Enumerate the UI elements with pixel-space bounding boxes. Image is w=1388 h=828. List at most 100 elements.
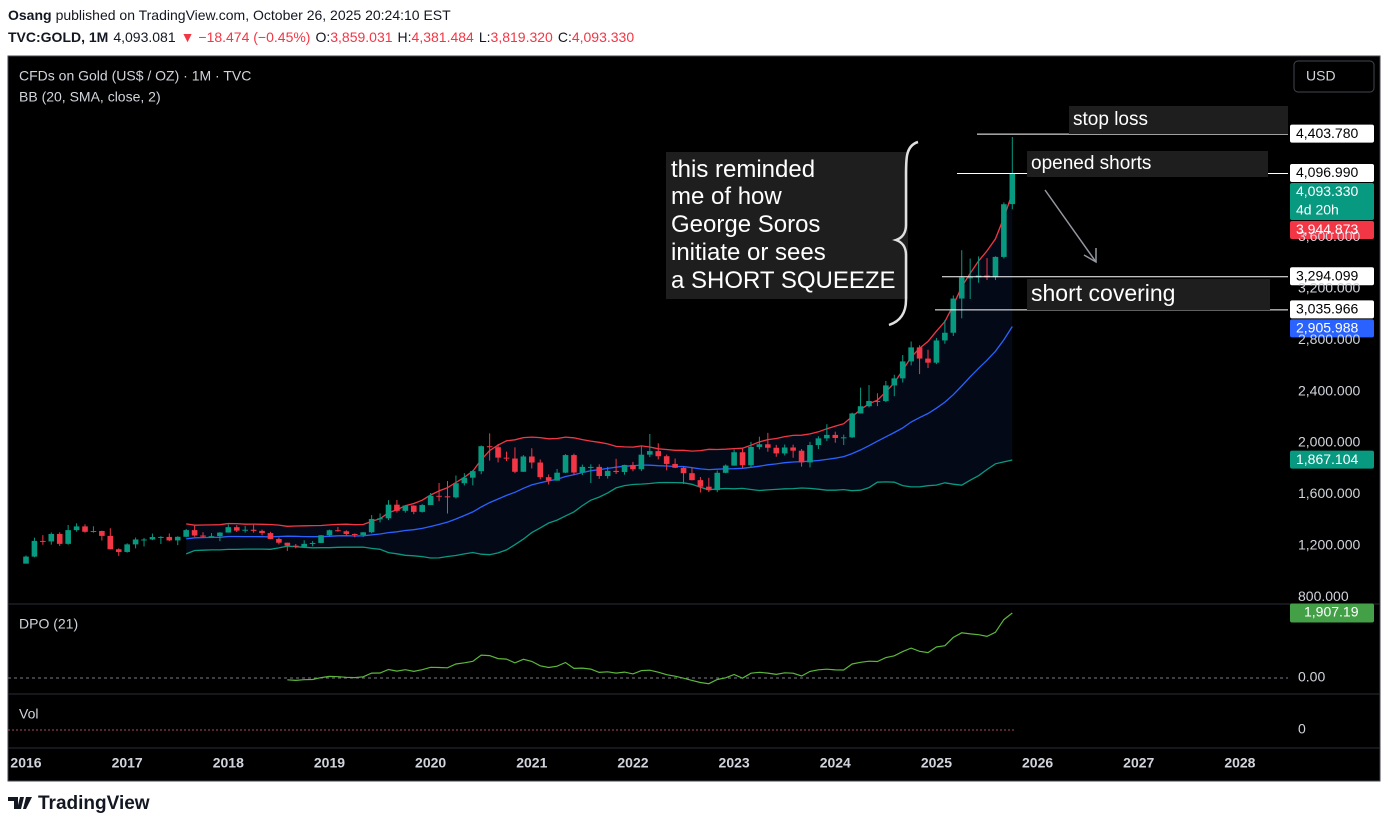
logo-mark (8, 797, 32, 809)
candle-body (166, 536, 173, 541)
candle-body (208, 536, 215, 538)
candle-body (149, 537, 156, 540)
candle-body (73, 526, 80, 531)
candle-body (318, 535, 324, 543)
x-tick-label: 2028 (1224, 755, 1255, 771)
candle-body (655, 451, 662, 457)
candle-body (773, 447, 780, 454)
publisher: Osang (8, 7, 52, 23)
candle-body (427, 495, 434, 506)
candle-body (781, 447, 788, 454)
arrow (1044, 189, 1097, 263)
x-tick-label: 2020 (415, 755, 446, 771)
candle-body (115, 549, 122, 552)
bb-upper (186, 192, 1013, 527)
candle-body (630, 464, 636, 470)
candle-body (562, 455, 569, 473)
candle-body (360, 532, 366, 535)
candle-body (731, 452, 737, 466)
price-label-bg (1290, 300, 1374, 319)
candle-body (486, 446, 493, 448)
annotation-box (1069, 106, 1288, 134)
candle-body (992, 256, 999, 278)
x-tick-label: 2016 (10, 755, 41, 771)
candle-body (571, 455, 577, 473)
candle-body (124, 544, 130, 552)
price-label: 3,035.966 (1296, 301, 1358, 317)
candle-body (385, 504, 392, 519)
annotation: short covering (1031, 280, 1175, 306)
price-label-bg (1290, 319, 1374, 338)
candle-body (31, 540, 38, 557)
annotation-box (666, 152, 908, 299)
candle-body (663, 456, 670, 464)
candle-body (672, 463, 678, 468)
candle-body (40, 540, 46, 542)
candle-body (335, 530, 341, 532)
candle-body (174, 536, 181, 541)
last-price: 4,093.081 (113, 29, 175, 45)
bb-lower (185, 459, 1013, 559)
ohlc-key: O: (315, 29, 330, 45)
candle-body (217, 532, 223, 537)
vol-tick-label: 0 (1298, 721, 1306, 737)
candle-body (621, 464, 628, 473)
candle-body (65, 530, 71, 544)
candle-body (588, 466, 594, 468)
candle-body (368, 518, 375, 533)
currency-button[interactable] (1293, 60, 1375, 93)
y-tick-label: 1,200.000 (1298, 536, 1360, 552)
candle-body (689, 473, 695, 481)
candle-body (832, 434, 839, 438)
note-line: a SHORT SQUEEZE (671, 267, 896, 294)
x-tick-label: 2021 (516, 755, 547, 771)
published: published on TradingView.com, October 26… (56, 7, 452, 23)
plot-area (8, 124, 1374, 731)
candle-body (250, 529, 257, 531)
brace (888, 140, 919, 327)
candle-body (680, 467, 687, 474)
candle-body (225, 527, 232, 533)
price-label: 4,096.990 (1296, 164, 1358, 180)
y-tick-label: 2,000.000 (1298, 434, 1360, 450)
candle-body (840, 437, 847, 439)
candle-body (326, 530, 333, 536)
candle-body (292, 545, 299, 547)
ohlc-value: 4,381.484 (412, 29, 474, 45)
y-tick-label: 3,600.000 (1298, 228, 1360, 244)
x-tick-label: 2025 (921, 755, 952, 771)
symbol: TVC:GOLD, 1M (8, 29, 108, 45)
x-tick-label: 2022 (617, 755, 648, 771)
candle-body (908, 347, 914, 362)
candle-body (284, 542, 291, 546)
candle-body (604, 470, 611, 477)
candle-body (141, 539, 147, 541)
price-label-bg (1290, 164, 1374, 183)
candle-body (933, 340, 940, 363)
candle-body (866, 400, 872, 407)
candle-body (958, 277, 965, 299)
x-tick-label: 2023 (719, 755, 750, 771)
candle-body (444, 496, 451, 498)
candle-body (419, 505, 426, 512)
y-tick-label: 3,200.000 (1298, 279, 1360, 295)
candle-body (874, 400, 881, 402)
candle-body (1009, 173, 1016, 205)
logo: TradingView (8, 793, 150, 814)
logo-text: TradingView (38, 793, 150, 814)
candle-body (158, 536, 164, 538)
dpo-line (287, 612, 1013, 685)
legend-bb: BB (20, SMA, close, 2) (19, 89, 161, 105)
candle-body (529, 456, 535, 463)
ohlc-key: H: (398, 29, 412, 45)
candle-body (1001, 204, 1007, 257)
currency[interactable]: USD (1306, 68, 1336, 84)
x-tick-label: 2019 (314, 755, 345, 771)
candle-body (276, 538, 282, 543)
y-tick-label: 2,400.000 (1298, 382, 1360, 398)
price-change: ▼ −18.474 (−0.45%) (181, 29, 311, 45)
countdown: 4d 20h (1296, 202, 1339, 218)
candle-body (899, 361, 906, 379)
candle-body (343, 531, 350, 534)
